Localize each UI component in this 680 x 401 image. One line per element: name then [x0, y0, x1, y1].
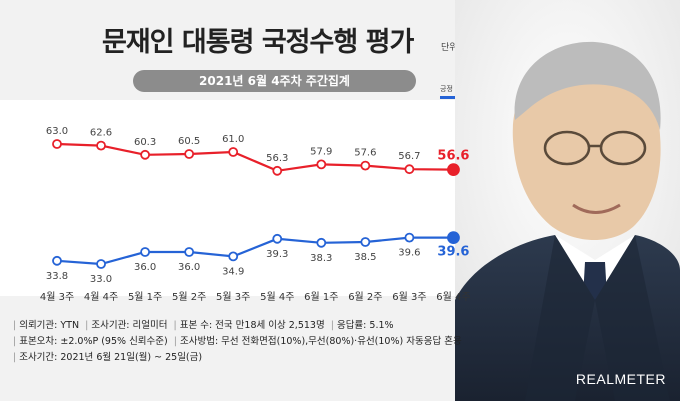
positive-point-5 [272, 233, 283, 244]
negative-point-1 [96, 140, 106, 151]
response-rate-text: 응답률: 5.1% [336, 320, 394, 331]
positive-point-7 [360, 237, 371, 247]
negative-series: 63.0 62.6 60.3 60.5 61.0 56.3 57.9 57.6 56.7 56.6 [46, 126, 469, 177]
period-text: 조사기간: 2021년 6월 21일(월) ~ 25일(금) [19, 352, 203, 363]
period-pill: 2021년 6월 4주차 주간집계 [133, 70, 416, 92]
negative-value-label-5: 56.3 [266, 153, 288, 164]
negative-value-label-2: 60.3 [134, 137, 156, 148]
negative-value-label-0: 63.0 [46, 126, 68, 137]
x-tick-label-7: 6월 2주 [348, 291, 382, 303]
positive-point-2 [140, 247, 151, 257]
positive-point-9 [447, 231, 460, 245]
positive-value-label-9: 39.6 [437, 245, 469, 260]
positive-value-label-2: 36.0 [134, 262, 156, 273]
realmeter-logo: REALMETER [575, 371, 666, 387]
negative-value-label-6: 57.9 [310, 146, 332, 157]
positive-value-label-3: 36.0 [178, 262, 200, 273]
method-text: 조사방법: 무선 전화면접(10%),무선(80%)·유선(10%) 자동응답 … [179, 336, 462, 347]
negative-value-label-3: 60.5 [178, 136, 200, 147]
negative-line [56, 142, 454, 172]
positive-value-label-7: 38.5 [354, 252, 376, 263]
negative-value-label-9: 56.6 [437, 149, 469, 164]
positive-value-label-5: 39.3 [266, 249, 288, 260]
positive-series: 33.8 33.0 36.0 36.0 34.9 39.3 38.3 38.5 39.6 39.6 [46, 231, 469, 285]
negative-point-7 [360, 160, 371, 171]
negative-value-label-8: 56.7 [398, 151, 420, 162]
x-tick-label-9: 6월 4주 [436, 291, 470, 303]
chart-title: 문재인 대통령 국정수행 평가 [102, 27, 414, 58]
positive-point-8 [404, 232, 415, 243]
margin-text: 표본오차: ±2.0%P (95% 신뢰수준) [19, 336, 168, 347]
legend-positive-label: 긍정 [440, 85, 453, 93]
survey-info: | 의뢰기관: YTN | 조사기관: 리얼미터 | 표본 수: 전국 만18세 이상… [10, 318, 462, 366]
negative-value-label-1: 62.6 [90, 128, 112, 139]
x-tick-label-5: 5월 4주 [260, 291, 294, 303]
x-tick-label-4: 5월 3주 [216, 291, 250, 303]
negative-point-5 [272, 165, 283, 176]
positive-value-label-0: 33.8 [46, 271, 68, 282]
info-row-3: | 조사기간: 2021년 6월 21일(월) ~ 25일(금) [13, 352, 203, 363]
negative-value-label-7: 57.6 [354, 148, 376, 159]
info-row-2: | 표본오차: ±2.0%P (95% 신뢰수준) | 조사방법: 무선 전화면접(… [13, 336, 462, 347]
sample-text: 표본 수: 전국 만18세 이상 2,513명 [179, 320, 325, 331]
negative-point-3 [184, 149, 195, 159]
legend-positive: 긍정 [440, 84, 458, 99]
x-tick-label-2: 5월 1주 [128, 291, 162, 303]
positive-value-label-4: 34.9 [222, 266, 244, 277]
negative-value-label-4: 61.0 [222, 134, 244, 145]
positive-value-label-1: 33.0 [90, 274, 112, 285]
agency-text: 의뢰기관: YTN [19, 320, 80, 331]
positive-line [56, 236, 454, 266]
positive-point-6 [316, 237, 327, 248]
x-tick-label-0: 4월 3주 [40, 291, 74, 303]
negative-point-9 [447, 163, 460, 177]
positive-value-label-6: 38.3 [310, 253, 332, 264]
x-tick-label-6: 6월 1주 [304, 291, 338, 303]
x-tick-label-8: 6월 3주 [392, 291, 426, 303]
x-tick-label-1: 4월 4주 [84, 291, 118, 303]
negative-point-6 [316, 159, 327, 170]
survey-org-text: 조사기관: 리얼미터 [91, 320, 168, 331]
info-row-1: | 의뢰기관: YTN | 조사기관: 리얼미터 | 표본 수: 전국 만18세 이상… [13, 320, 394, 331]
positive-point-1 [96, 259, 106, 269]
negative-point-0 [52, 139, 62, 149]
negative-point-8 [404, 164, 415, 175]
positive-value-label-8: 39.6 [398, 248, 420, 259]
negative-point-4 [228, 147, 239, 157]
legend-positive-swatch [440, 96, 458, 99]
positive-point-0 [52, 255, 62, 266]
x-tick-label-3: 5월 2주 [172, 291, 206, 303]
x-axis: 4월 3주 4월 4주 5월 1주 5월 2주 5월 3주 5월 4주 6월 1주 6월 2주… [40, 291, 471, 303]
negative-point-2 [140, 149, 151, 160]
president-portrait [455, 0, 680, 401]
positive-point-3 [184, 247, 195, 257]
positive-point-4 [228, 251, 239, 262]
